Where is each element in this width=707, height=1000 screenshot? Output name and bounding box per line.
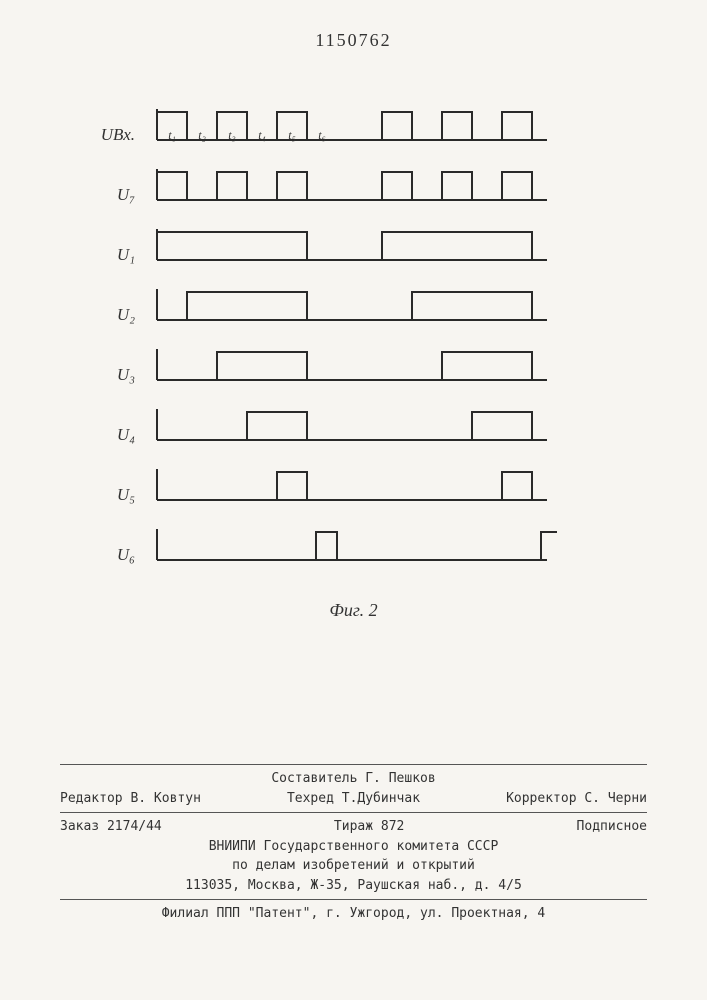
compiler-name: Г. Пешков (365, 771, 435, 786)
signal-waveform (145, 287, 557, 325)
signal-waveform (145, 407, 557, 445)
figure-caption: Фиг. 2 (0, 600, 707, 621)
org-line-1: ВНИИПИ Государственного комитета СССР (60, 837, 647, 857)
compiler-label: Составитель (271, 771, 357, 786)
signal-label: UВх. (101, 125, 135, 145)
signal-row: U₅ (145, 450, 565, 505)
signal-label: U₄ (117, 425, 135, 445)
signal-waveform (145, 227, 557, 265)
corrector-label: Корректор (506, 791, 576, 806)
techred-label: Техред (287, 791, 334, 806)
techred-name: Т.Дубинчак (342, 791, 420, 806)
signal-label: U₁ (117, 245, 135, 265)
signal-waveform (145, 527, 557, 565)
order-number: Заказ 2174/44 (60, 817, 162, 837)
time-labels: t₁t₂t₃t₄t₅t₆ (157, 128, 337, 143)
timing-diagram: UВх.t₁t₂t₃t₄t₅t₆U₇U₁U₂U₃U₄U₅U₆ (145, 90, 565, 570)
page-footer: Составитель Г. Пешков Редактор В. Ковтун… (60, 760, 647, 924)
signal-waveform (145, 467, 557, 505)
signal-waveform (145, 167, 557, 205)
page: 1150762 UВх.t₁t₂t₃t₄t₅t₆U₇U₁U₂U₃U₄U₅U₆ Ф… (0, 0, 707, 1000)
time-label: t₂ (187, 128, 217, 143)
time-label: t₆ (307, 128, 337, 143)
signal-label: U₅ (117, 485, 135, 505)
signal-row: U₄ (145, 390, 565, 445)
signal-row: U₆ (145, 510, 565, 565)
signal-row: U₂ (145, 270, 565, 325)
signal-row: UВх.t₁t₂t₃t₄t₅t₆ (145, 90, 565, 145)
time-label: t₃ (217, 128, 247, 143)
signal-waveform (145, 347, 557, 385)
signal-row: U₃ (145, 330, 565, 385)
time-label: t₄ (247, 128, 277, 143)
document-number: 1150762 (0, 30, 707, 51)
time-label: t₅ (277, 128, 307, 143)
print-run: Тираж 872 (334, 817, 404, 837)
org-line-2: по делам изобретений и открытий (60, 856, 647, 876)
signal-label: U₇ (117, 185, 135, 205)
signal-row: U₇ (145, 150, 565, 205)
corrector-name: С. Черни (584, 791, 647, 806)
signal-label: U₆ (117, 545, 135, 565)
org-address: 113035, Москва, Ж-35, Раушская наб., д. … (60, 876, 647, 896)
editor-label: Редактор (60, 791, 123, 806)
editor-name: В. Ковтун (130, 791, 200, 806)
time-label: t₁ (157, 128, 187, 143)
subscription: Подписное (577, 817, 647, 837)
signal-row: U₁ (145, 210, 565, 265)
signal-label: U₃ (117, 365, 135, 385)
branch-line: Филиал ППП "Патент", г. Ужгород, ул. Про… (60, 904, 647, 924)
signal-label: U₂ (117, 305, 135, 325)
